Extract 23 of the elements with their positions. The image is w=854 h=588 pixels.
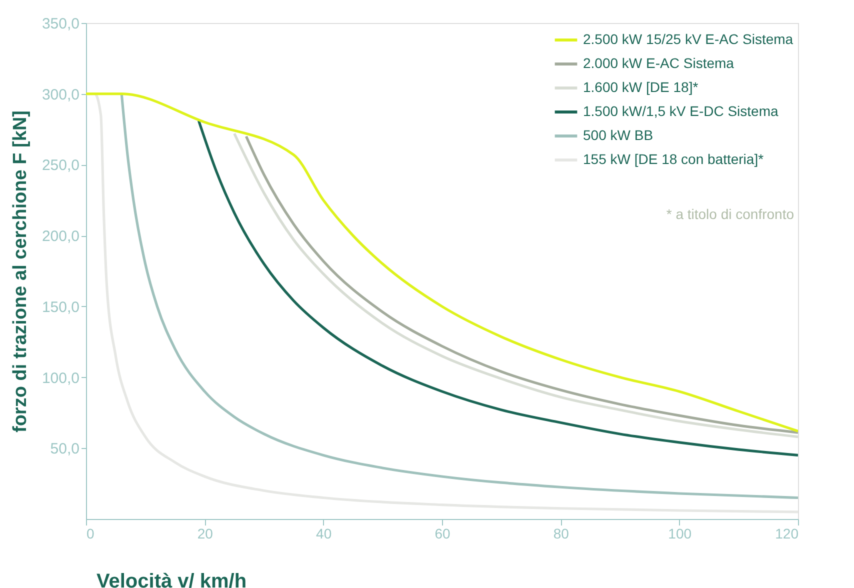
y-tick-label: 200,0: [42, 228, 80, 246]
legend-label: 2.500 kW 15/25 kV E-AC Sistema: [583, 31, 794, 47]
y-tick-label: 150,0: [42, 298, 80, 316]
y-tick-label: 100,0: [42, 370, 80, 387]
annotation: * a titolo di confronto: [666, 206, 794, 222]
x-tick-label: 100: [668, 526, 692, 542]
x-tick-label: 60: [434, 526, 450, 542]
x-axis-title: Velocità v/ km/h: [96, 570, 247, 588]
legend-label: 2.000 kW E-AC Sistema: [583, 55, 734, 71]
y-tick-label: 250,0: [42, 157, 80, 174]
y-tick-label: 50,0: [50, 440, 80, 458]
y-tick-label: 300,0: [42, 86, 80, 104]
x-tick-label: 40: [316, 526, 332, 542]
y-tick-label: 350,0: [42, 16, 80, 32]
legend-label: 1.500 kW/1,5 kV E-DC Sistema: [583, 103, 779, 119]
legend-label: 155 kW [DE 18 con batteria]*: [583, 151, 764, 167]
x-tick-label: 0: [86, 526, 94, 542]
x-tick-label: 20: [197, 526, 214, 542]
x-tick-label: 120: [775, 526, 799, 542]
x-tick-label: 80: [553, 526, 570, 542]
legend-label: 500 kW BB: [583, 127, 654, 143]
y-axis-title: forzo di trazione al cerchione F [kN]: [10, 110, 31, 432]
legend-label: 1.600 kW [DE 18]*: [583, 79, 699, 95]
